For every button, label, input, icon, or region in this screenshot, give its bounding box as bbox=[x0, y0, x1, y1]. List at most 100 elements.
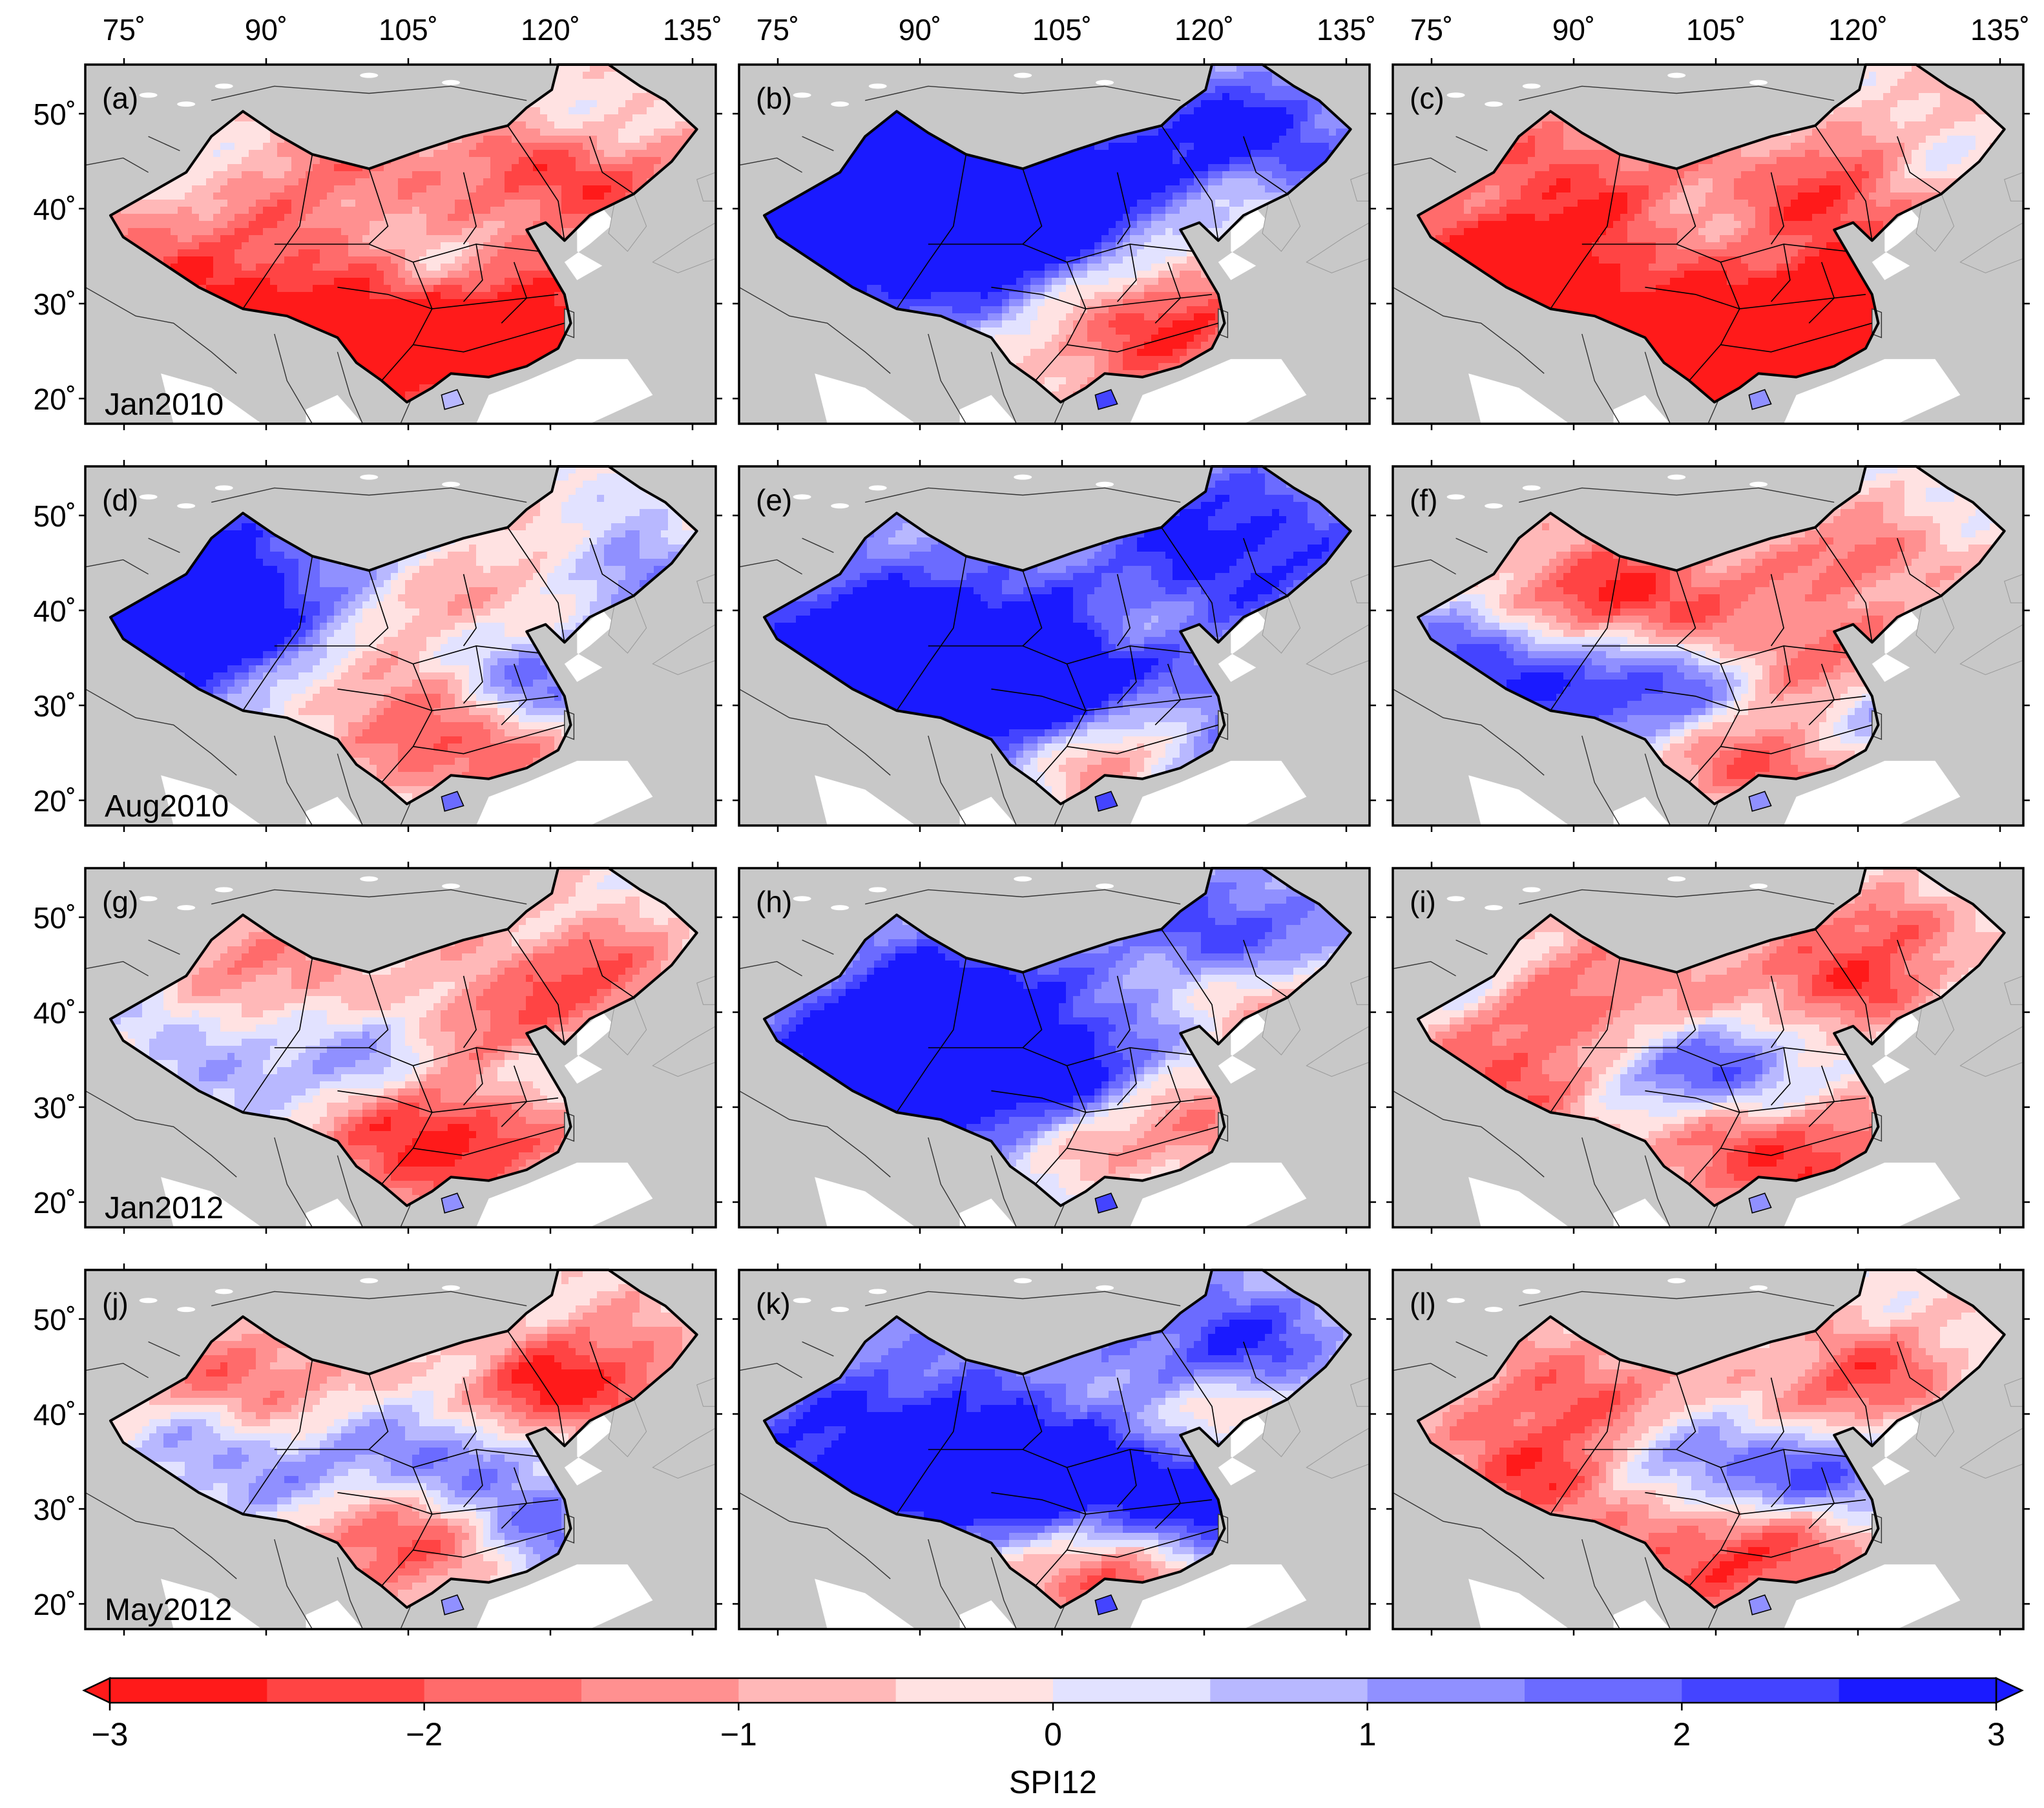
spi-cell bbox=[497, 306, 505, 314]
spi-cell bbox=[441, 192, 448, 200]
spi-cell bbox=[263, 185, 271, 193]
spi-cell bbox=[348, 249, 356, 257]
spi-cell bbox=[313, 214, 320, 222]
spi-cell bbox=[476, 242, 484, 250]
spi-cell bbox=[1215, 72, 1223, 79]
spi-cell bbox=[519, 129, 527, 136]
spi-cell bbox=[412, 278, 420, 286]
spi-cell bbox=[355, 356, 363, 364]
spi-cell bbox=[497, 207, 505, 214]
spi-cell bbox=[298, 271, 306, 278]
spi-cell bbox=[540, 306, 548, 314]
spi-cell bbox=[448, 349, 455, 357]
spi-cell bbox=[206, 221, 214, 229]
spi-cell bbox=[362, 171, 370, 179]
spi-cell bbox=[298, 192, 306, 200]
spi-cell bbox=[263, 278, 271, 286]
spi-cell bbox=[391, 327, 399, 335]
spi-cell bbox=[398, 221, 406, 229]
spi-cell bbox=[625, 121, 633, 129]
spi-cell bbox=[334, 249, 342, 257]
spi-cell bbox=[235, 192, 242, 200]
spi-cell bbox=[327, 221, 335, 229]
country-border-line bbox=[274, 333, 313, 424]
spi-cell bbox=[462, 327, 470, 335]
spi-cell bbox=[178, 264, 185, 271]
spi-cell bbox=[526, 192, 534, 200]
spi-cell bbox=[384, 256, 391, 264]
spi-cell bbox=[426, 285, 434, 293]
spi-cell bbox=[263, 214, 271, 222]
spi-cell bbox=[284, 235, 292, 243]
spi-cell bbox=[426, 292, 434, 300]
spi-cell bbox=[455, 200, 463, 207]
spi-cell bbox=[519, 214, 527, 222]
spi-cell bbox=[398, 377, 406, 385]
spi-cell bbox=[455, 242, 463, 250]
spi-cell bbox=[249, 285, 256, 293]
spi-cell bbox=[277, 185, 285, 193]
spi-cell bbox=[448, 313, 455, 321]
spi-cell bbox=[242, 136, 249, 143]
date-label: Jan2010 bbox=[105, 388, 224, 422]
spi-cell bbox=[469, 306, 477, 314]
spi-cell bbox=[220, 171, 228, 179]
spi-cell bbox=[320, 285, 328, 293]
spi-cell bbox=[419, 150, 427, 158]
spi-cell bbox=[526, 136, 534, 143]
spi-cell bbox=[1279, 86, 1287, 94]
spi-cell bbox=[583, 72, 590, 79]
spi-cell bbox=[306, 271, 313, 278]
spi-cell bbox=[412, 235, 420, 243]
spi-cell bbox=[298, 264, 306, 271]
spi-cell bbox=[540, 327, 548, 335]
spi-cell bbox=[334, 306, 342, 314]
spi-cell bbox=[554, 285, 562, 293]
spi-cell bbox=[469, 299, 477, 307]
spi-cell bbox=[668, 107, 676, 115]
spi-cell bbox=[384, 207, 391, 214]
spi-cell bbox=[405, 306, 413, 314]
spi-cell bbox=[206, 157, 214, 165]
spi-cell bbox=[433, 370, 441, 378]
spi-cell bbox=[640, 171, 647, 179]
spi-cell bbox=[270, 200, 278, 207]
spi-cell bbox=[533, 178, 541, 186]
spi-cell bbox=[448, 320, 455, 328]
spi-cell bbox=[590, 86, 598, 94]
spi-cell bbox=[384, 264, 391, 271]
spi-cell bbox=[590, 207, 598, 214]
spi-cell bbox=[291, 306, 299, 314]
spi-cell bbox=[554, 306, 562, 314]
spi-cell bbox=[263, 150, 271, 158]
spi-cell bbox=[462, 363, 470, 371]
spi-cell bbox=[405, 377, 413, 385]
spi-cell bbox=[149, 207, 157, 214]
spi-cell bbox=[640, 86, 647, 94]
spi-cell bbox=[213, 185, 221, 193]
spi-cell bbox=[505, 136, 512, 143]
spi-cell bbox=[291, 256, 299, 264]
spi-cell bbox=[668, 143, 676, 151]
spi-cell bbox=[256, 292, 264, 300]
spi-cell bbox=[554, 157, 562, 165]
spi-cell bbox=[341, 221, 349, 229]
spi-cell bbox=[370, 327, 377, 335]
spi-cell bbox=[526, 157, 534, 165]
spi-cell bbox=[405, 285, 413, 293]
spi-cell bbox=[334, 228, 342, 236]
spi-cell bbox=[270, 256, 278, 264]
spi-cell bbox=[483, 327, 491, 335]
spi-cell bbox=[583, 93, 590, 101]
spi-cell bbox=[384, 306, 391, 314]
spi-cell bbox=[242, 235, 249, 243]
spi-cell bbox=[576, 65, 583, 72]
spi-cell bbox=[540, 335, 548, 342]
spi-cell bbox=[462, 242, 470, 250]
spi-cell bbox=[1229, 86, 1237, 94]
spi-cell bbox=[227, 129, 235, 136]
spi-cell bbox=[419, 363, 427, 371]
spi-cell bbox=[284, 143, 292, 151]
spi-cell bbox=[654, 157, 662, 165]
spi-cell bbox=[163, 192, 171, 200]
